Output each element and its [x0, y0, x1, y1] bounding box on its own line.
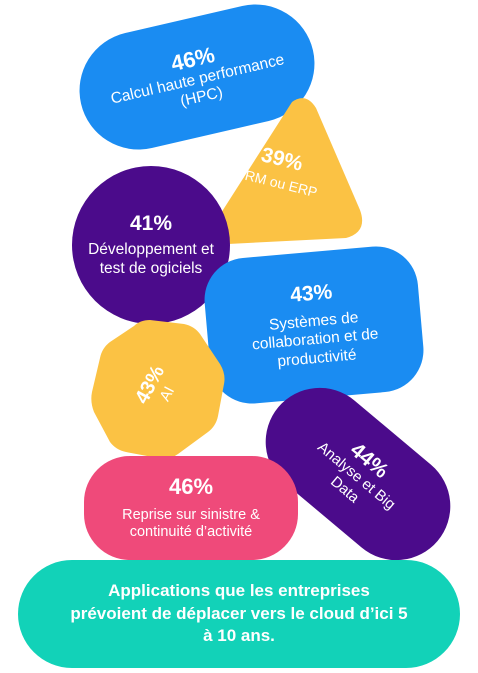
crm-triangle: 39% CRM ou ERP — [200, 88, 370, 248]
crm-triangle-shape — [211, 98, 363, 245]
ai-octagon-fill — [91, 320, 225, 459]
drp-label: Reprise sur sinistre & continuité d’acti… — [122, 506, 260, 541]
dev-label: Développement et test de ogiciels — [88, 241, 214, 277]
ai-octagon: 43% AI — [88, 318, 228, 460]
crm-triangle-fill — [211, 98, 363, 245]
caption-pill: Applications que les entreprises prévoie… — [18, 560, 460, 668]
collab-percent: 43% — [289, 280, 334, 307]
ai-octagon-shape — [91, 320, 225, 459]
dev-percent: 41% — [129, 212, 173, 236]
drp-rect: 46% Reprise sur sinistre & continuité d’… — [84, 456, 298, 560]
drp-percent: 46% — [168, 473, 214, 499]
caption-text: Applications que les entreprises prévoie… — [70, 581, 408, 646]
